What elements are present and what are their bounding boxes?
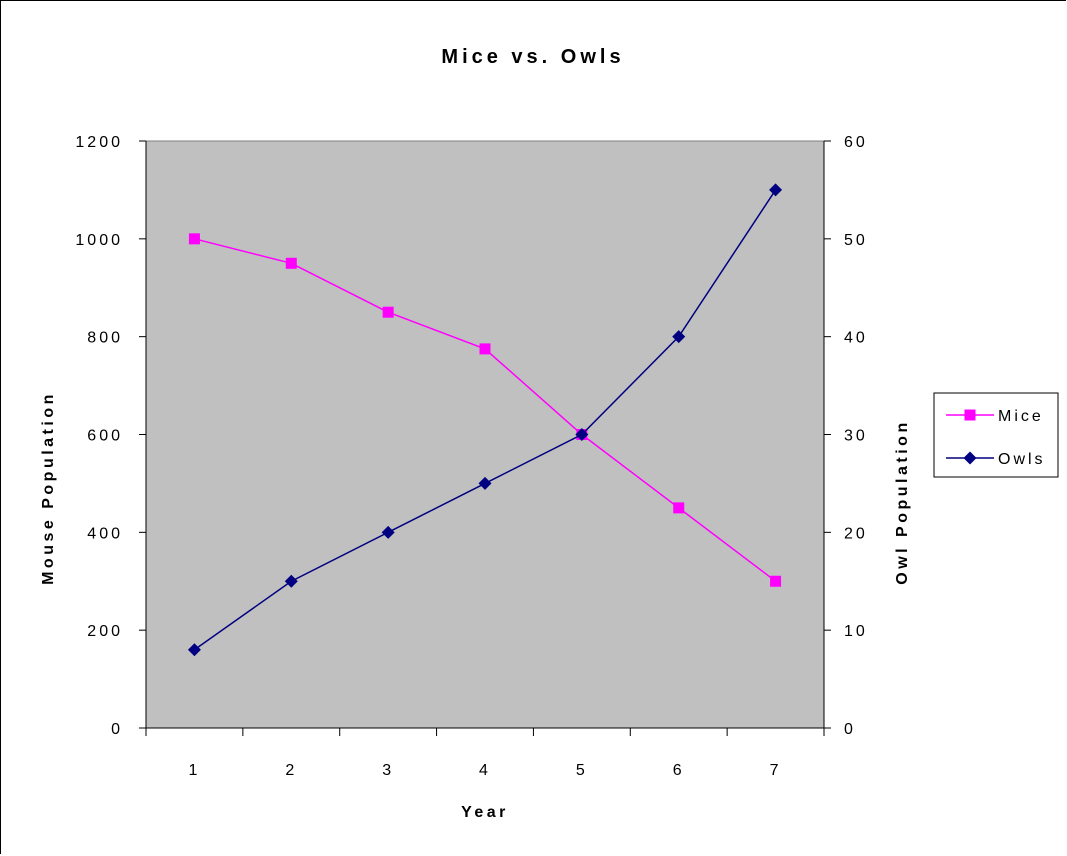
mice-point (285, 257, 297, 269)
mice-point (479, 343, 491, 355)
right-tick-label: 20 (844, 525, 868, 542)
owls-point (381, 525, 395, 539)
right-tick-label: 30 (844, 428, 868, 445)
x-tick-label: 5 (576, 762, 588, 779)
legend-swatch-marker (963, 451, 977, 465)
legend-label: Owls (998, 451, 1046, 468)
owls-point (478, 476, 492, 490)
y-axis-right-title: Owl Population (894, 419, 911, 584)
chart-title: Mice vs. Owls (441, 46, 624, 68)
x-axis-title: Year (461, 804, 509, 821)
owls-point (187, 643, 201, 657)
legend-box (933, 392, 1059, 478)
mice-point (382, 306, 394, 318)
owls-point (672, 330, 686, 344)
series-owls (187, 183, 783, 657)
left-tick-label: 1200 (75, 134, 123, 151)
right-tick-label: 40 (844, 330, 868, 347)
x-tick-label: 7 (770, 762, 782, 779)
x-tick-label: 3 (382, 762, 394, 779)
mice-point (770, 575, 782, 587)
left-tick-label: 600 (87, 428, 123, 445)
right-tick-label: 0 (844, 721, 856, 738)
y-axis-left-title: Mouse Population (40, 391, 57, 585)
owls-point (284, 574, 298, 588)
owls-point (769, 183, 783, 197)
plot-area (145, 140, 825, 729)
x-tick-label: 4 (479, 762, 491, 779)
left-tick-label: 200 (87, 623, 123, 640)
x-tick-label: 6 (673, 762, 685, 779)
right-tick-label: 50 (844, 232, 868, 249)
right-tick-label: 60 (844, 134, 868, 151)
left-axis: 0 200 400 600 800 1000 1200 (75, 134, 147, 738)
x-axis: 1 2 3 4 5 6 7 (145, 727, 825, 779)
series-layer (187, 183, 783, 657)
x-tick-label: 2 (285, 762, 297, 779)
left-tick-label: 400 (87, 525, 123, 542)
left-tick-label: 1000 (75, 232, 123, 249)
right-tick-label: 10 (844, 623, 868, 640)
legend-swatch-marker (964, 409, 976, 421)
left-tick-label: 800 (87, 330, 123, 347)
owls-point (575, 428, 589, 441)
x-tick-label: 1 (188, 762, 200, 779)
legend-label: Mice (998, 408, 1044, 425)
mice-point (188, 233, 200, 245)
legend: Mice Owls (933, 392, 1059, 478)
left-tick-label: 0 (111, 721, 123, 738)
right-axis: 0 10 20 30 40 50 60 (823, 134, 868, 738)
mice-point (673, 502, 685, 514)
